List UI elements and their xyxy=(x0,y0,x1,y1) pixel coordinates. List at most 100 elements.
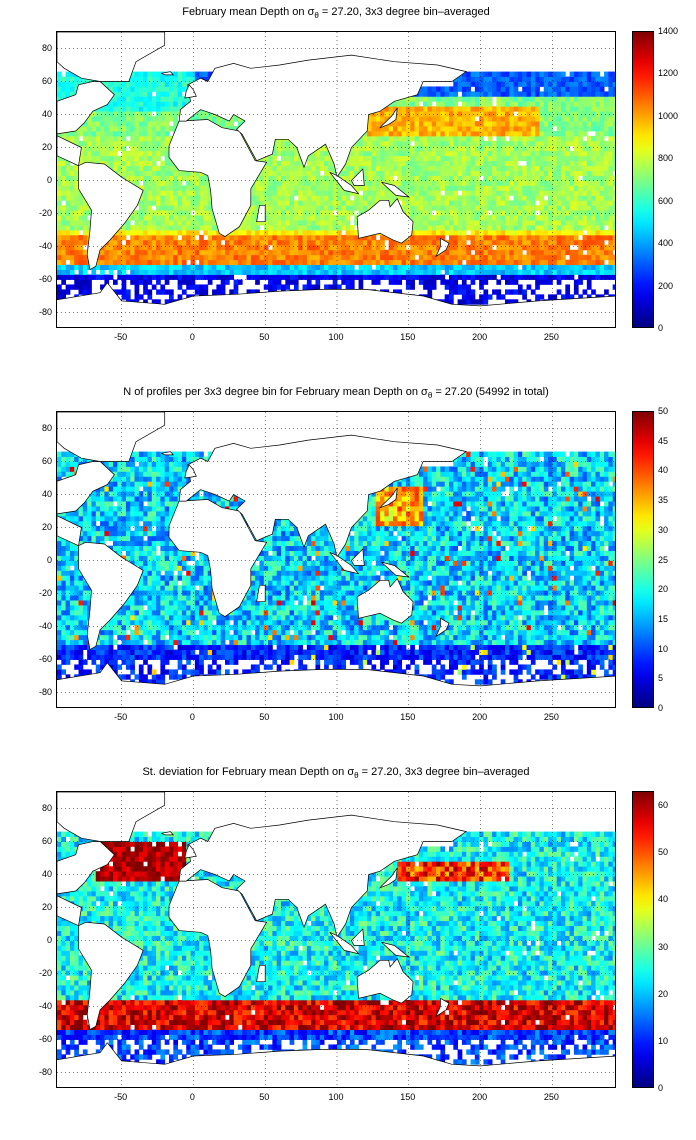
colorbar xyxy=(632,411,654,708)
y-tick-label: 80 xyxy=(41,422,52,433)
x-tick-label: 0 xyxy=(189,332,195,342)
colorbar-tick-label: 20 xyxy=(658,584,669,595)
colorbar-tick-label: 35 xyxy=(658,495,669,506)
title-text-end: = 27.20, 3x3 degree bin–averaged xyxy=(318,6,490,18)
coastline xyxy=(178,814,468,939)
colorbar-tick-label: 45 xyxy=(658,435,669,446)
coastline xyxy=(57,282,615,327)
map-plot xyxy=(56,411,616,708)
coastline xyxy=(160,451,175,456)
x-tick-label: 0 xyxy=(189,712,195,722)
colorbar xyxy=(632,791,654,1088)
coastline xyxy=(57,412,166,547)
colorbar-tick-label: 30 xyxy=(658,941,669,952)
colorbar-tick-label: 800 xyxy=(658,153,674,164)
colorbar-tick-label: 25 xyxy=(658,554,669,565)
coastline xyxy=(329,551,360,575)
map-plot xyxy=(56,31,616,328)
coastline xyxy=(57,792,166,927)
y-tick-label: -40 xyxy=(38,240,52,251)
coastline xyxy=(78,161,144,271)
title-text: N of profiles per 3x3 degree bin for Feb… xyxy=(123,386,422,398)
y-tick-label: 60 xyxy=(41,455,52,466)
coastline xyxy=(356,198,414,244)
coastline xyxy=(57,32,166,167)
coastline xyxy=(356,578,414,624)
x-tick-label: 250 xyxy=(543,712,559,722)
x-tick-label: 200 xyxy=(472,1092,488,1102)
title-sigma: σ xyxy=(347,766,355,778)
coastline xyxy=(57,1042,615,1087)
colorbar-tick-label: 5 xyxy=(658,673,664,684)
y-tick-label: -60 xyxy=(38,273,52,284)
x-tick-label: -50 xyxy=(114,332,128,342)
coastline xyxy=(160,831,175,836)
coastline xyxy=(435,617,450,638)
coastline xyxy=(178,54,468,179)
x-tick-label: 150 xyxy=(400,712,416,722)
coastline xyxy=(378,487,398,509)
y-tick-label: 20 xyxy=(41,901,52,912)
colorbar-tick-label: 50 xyxy=(658,406,669,416)
colorbar xyxy=(632,31,654,328)
y-tick-label: -40 xyxy=(38,1000,52,1011)
coastline xyxy=(329,171,360,195)
y-tick-label: -60 xyxy=(38,653,52,664)
x-tick-label: 150 xyxy=(400,332,416,342)
coastline xyxy=(184,84,197,99)
x-tick-label: 100 xyxy=(328,332,344,342)
y-tick-label: 20 xyxy=(41,521,52,532)
title-sigma-sub: θ xyxy=(314,11,319,21)
x-tick-label: 250 xyxy=(543,1092,559,1102)
coastline xyxy=(435,237,450,258)
y-tick-label: 20 xyxy=(41,141,52,152)
x-tick-label: 100 xyxy=(328,712,344,722)
y-tick-label: 60 xyxy=(41,835,52,846)
colorbar-tick-label: 200 xyxy=(658,280,674,291)
title-text-end: = 27.20, 3x3 degree bin–averaged xyxy=(358,766,530,778)
coastline xyxy=(78,541,144,651)
colorbar-tick-label: 40 xyxy=(658,894,669,905)
x-tick-label: 50 xyxy=(259,712,270,722)
coastline xyxy=(256,584,266,603)
title-sigma-sub: θ xyxy=(427,391,433,401)
colorbar-tick-label: 60 xyxy=(658,800,669,811)
coastline xyxy=(350,168,365,186)
y-tick-label: -20 xyxy=(38,587,52,598)
title-text-end: = 27.20 (54992 in total) xyxy=(432,386,549,398)
y-tick-label: 60 xyxy=(41,75,52,86)
x-tick-label: -50 xyxy=(114,1092,128,1102)
colorbar-tick-label: 30 xyxy=(658,524,669,535)
colorbar-tick-label: 40 xyxy=(658,465,669,476)
coastline xyxy=(256,964,266,983)
colorbar-tick-label: 15 xyxy=(658,613,669,624)
y-tick-label: 40 xyxy=(41,868,52,879)
coastline xyxy=(350,928,365,946)
x-tick-label: 200 xyxy=(472,332,488,342)
coastline xyxy=(160,71,175,76)
std-dev-panel: St. deviation for February mean Depth on… xyxy=(0,760,696,1140)
map-svg xyxy=(57,32,615,327)
x-tick-label: 100 xyxy=(328,1092,344,1102)
x-tick-label: -50 xyxy=(114,712,128,722)
x-tick-label: 200 xyxy=(472,712,488,722)
x-tick-label: 0 xyxy=(189,1092,195,1102)
y-tick-label: -40 xyxy=(38,620,52,631)
y-tick-label: 80 xyxy=(41,42,52,53)
y-tick-label: 0 xyxy=(46,174,52,185)
panel-title: February mean Depth on σθ = 27.20, 3x3 d… xyxy=(56,6,616,20)
y-tick-label: -80 xyxy=(38,686,52,697)
colorbar-tick-label: 0 xyxy=(658,1083,664,1093)
panel-title: St. deviation for February mean Depth on… xyxy=(56,766,616,780)
coastline xyxy=(329,931,360,955)
y-tick-label: 40 xyxy=(41,108,52,119)
title-text: February mean Depth on xyxy=(182,6,308,18)
x-tick-label: 50 xyxy=(259,332,270,342)
map-svg xyxy=(57,792,615,1087)
map-svg xyxy=(57,412,615,707)
y-tick-label: -20 xyxy=(38,967,52,978)
title-sigma: σ xyxy=(421,386,428,398)
colorbar-tick-label: 0 xyxy=(658,323,664,333)
y-tick-label: 0 xyxy=(46,934,52,945)
colorbar-tick-label: 10 xyxy=(658,1035,669,1046)
